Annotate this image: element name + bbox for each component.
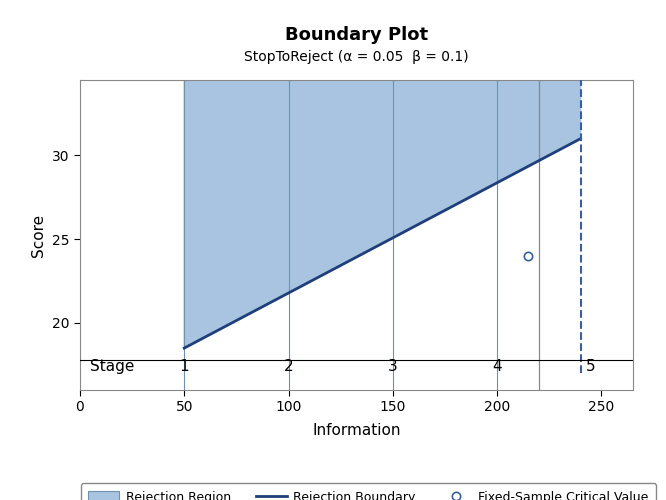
Text: Stage: Stage [91, 359, 135, 374]
Legend: Rejection Region, Acceptance Region, Rejection Boundary, Acceptance Boundary, Fi: Rejection Region, Acceptance Region, Rej… [81, 483, 656, 500]
Text: Boundary Plot: Boundary Plot [285, 26, 428, 44]
X-axis label: Information: Information [312, 423, 400, 438]
Y-axis label: Score: Score [31, 214, 47, 256]
Text: 3: 3 [388, 359, 398, 374]
Text: 1: 1 [179, 359, 189, 374]
Polygon shape [184, 80, 581, 348]
Text: 2: 2 [284, 359, 293, 374]
Text: 4: 4 [492, 359, 502, 374]
Text: 5: 5 [586, 359, 596, 374]
Text: StopToReject (α = 0.05  β = 0.1): StopToReject (α = 0.05 β = 0.1) [244, 50, 469, 64]
